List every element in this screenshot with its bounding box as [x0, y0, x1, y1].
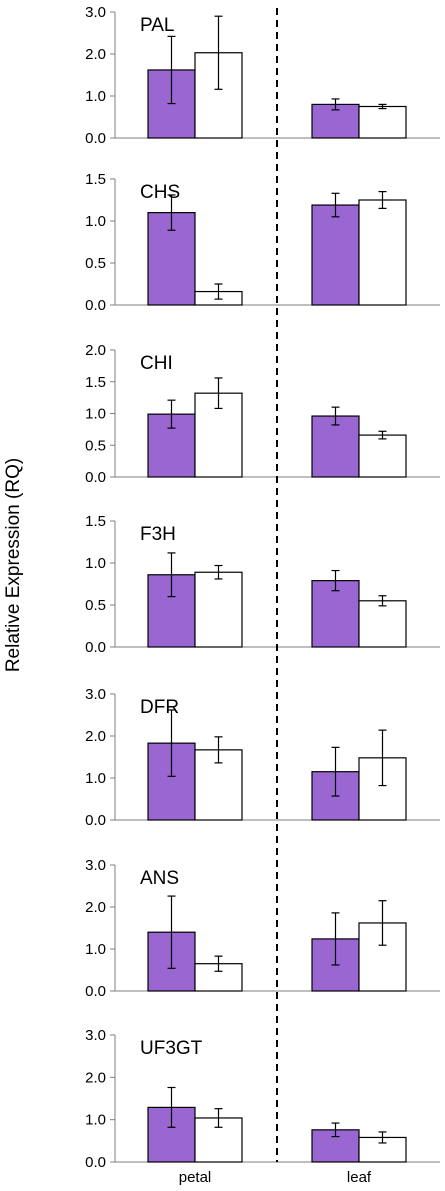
- y-tick-label: 2.0: [85, 728, 106, 745]
- y-tick-label: 1.5: [85, 513, 106, 530]
- y-tick-label: 0.0: [85, 983, 106, 1000]
- bar-open: [358, 600, 407, 648]
- bar-open: [358, 199, 407, 306]
- panel-title: CHS: [140, 182, 180, 203]
- bar-open: [358, 105, 407, 139]
- y-tick-label: 3.0: [85, 686, 106, 703]
- bar-filled: [311, 204, 360, 306]
- bar-open: [194, 571, 243, 648]
- y-axis-label: Relative Expression (RQ): [3, 458, 24, 672]
- y-tick-label: 0.0: [85, 469, 106, 486]
- y-tick-label: 1.0: [85, 213, 106, 230]
- y-tick-label: 2.0: [85, 1069, 106, 1086]
- x-category-label-petal: petal: [179, 1169, 212, 1186]
- y-tick-label: 1.0: [85, 1112, 106, 1129]
- y-tick-label: 1.0: [85, 88, 106, 105]
- bar-open: [358, 434, 407, 478]
- y-tick-label: 0.0: [85, 639, 106, 656]
- panel-chs: 0.0 0.5 1.0 1.5 CHS: [85, 171, 440, 314]
- y-tick-label: 1.0: [85, 770, 106, 787]
- y-tick-label: 1.0: [85, 555, 106, 572]
- y-tick-label: 2.0: [85, 899, 106, 916]
- panel-title: PAL: [140, 15, 175, 36]
- panel-uf3gt: 0.0 1.0 2.0 3.0 UF3GT: [85, 1027, 440, 1171]
- panel-dfr: 0.0 1.0 2.0 3.0 DFR: [85, 686, 440, 829]
- y-tick-label: 2.0: [85, 342, 106, 359]
- panel-title: CHI: [140, 353, 173, 374]
- y-tick-label: 1.5: [85, 171, 106, 188]
- y-tick-label: 3.0: [85, 1027, 106, 1044]
- y-tick-label: 1.0: [85, 406, 106, 423]
- y-tick-label: 1.5: [85, 374, 106, 391]
- y-tick-label: 0.5: [85, 255, 106, 272]
- panel-chi: 0.0 0.5 1.0 1.5 2.0 CHI: [85, 342, 440, 486]
- y-tick-label: 0.0: [85, 130, 106, 147]
- y-tick-label: 0.5: [85, 437, 106, 454]
- y-tick-label: 3.0: [85, 857, 106, 874]
- y-tick-label: 0.0: [85, 1154, 106, 1171]
- panel-title: UF3GT: [140, 1038, 203, 1059]
- y-tick-label: 0.0: [85, 297, 106, 314]
- y-tick-label: 0.0: [85, 812, 106, 829]
- panel-f3h: 0.0 0.5 1.0 1.5 F3H: [85, 513, 440, 656]
- panel-pal: 0.0 1.0 2.0 3.0 PAL: [85, 4, 440, 147]
- panel-title: F3H: [140, 524, 176, 545]
- panel-ans: 0.0 1.0 2.0 3.0 ANS: [85, 857, 440, 1000]
- y-tick-label: 1.0: [85, 941, 106, 958]
- x-category-label-leaf: leaf: [347, 1169, 372, 1186]
- panel-title: DFR: [140, 697, 179, 718]
- y-tick-label: 0.5: [85, 597, 106, 614]
- y-tick-label: 3.0: [85, 4, 106, 21]
- bar-filled: [311, 580, 360, 648]
- panel-title: ANS: [140, 868, 179, 889]
- y-tick-label: 2.0: [85, 46, 106, 63]
- panel-group: 0.0 1.0 2.0 3.0 PAL 0.0 0.5 1.0 1.5 CHS 0.0 0.5 1.0 1…: [85, 4, 440, 1171]
